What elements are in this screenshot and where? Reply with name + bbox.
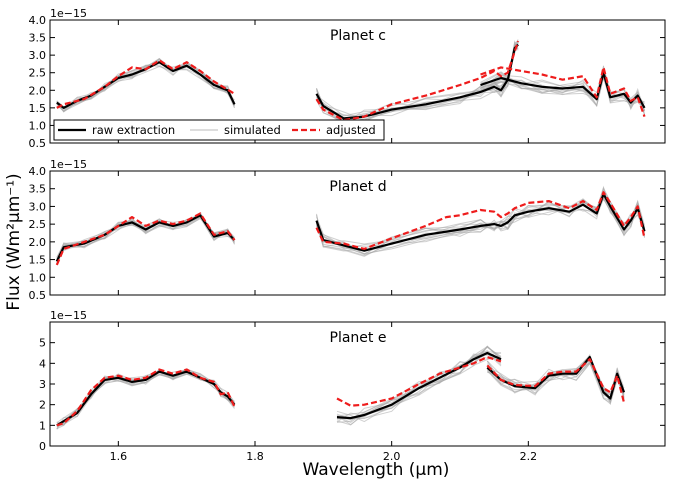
adjusted-line <box>55 212 236 266</box>
legend-adjusted-label: adjusted <box>326 123 376 137</box>
legend-raw-extraction-label: raw extraction <box>92 123 175 137</box>
y-tick-label: 3.0 <box>29 49 47 62</box>
x-tick-label: 1.8 <box>246 450 264 463</box>
adjusted-line <box>336 356 502 407</box>
y-tick-label: 2.0 <box>29 236 47 249</box>
x-tick-label: 1.6 <box>110 450 128 463</box>
exponent-label: 1e−15 <box>50 7 87 20</box>
exponent-label: 1e−15 <box>50 158 87 171</box>
y-tick-label: 3 <box>39 378 46 391</box>
plot-area <box>55 185 646 266</box>
simulated-line <box>56 211 235 263</box>
axes-frame <box>49 170 666 296</box>
simulated-line <box>56 64 235 110</box>
y-tick-label: 2.0 <box>29 84 47 97</box>
raw-extraction-line <box>315 192 646 252</box>
y-tick-label: 4.0 <box>29 14 47 27</box>
y-axis-label: Flux (Wm²μm⁻¹) <box>4 173 24 310</box>
legend-box <box>53 119 385 141</box>
x-axis-label: Wavelength (μm) <box>303 460 450 480</box>
panel-title: Planet d <box>329 179 386 195</box>
y-tick-label: 1 <box>39 419 46 432</box>
y-tick-label: 2.5 <box>29 218 47 231</box>
plot-area <box>56 345 626 430</box>
adjusted-line <box>315 40 520 122</box>
y-tick-label: 1.0 <box>29 119 47 132</box>
y-tick-label: 3.5 <box>29 32 47 45</box>
panel-title: Planet c <box>330 28 386 44</box>
exponent-label: 1e−15 <box>50 309 87 322</box>
y-tick-label: 4.0 <box>29 165 47 178</box>
adjusted-line <box>486 358 626 403</box>
y-tick-label: 2.5 <box>29 67 47 80</box>
adjusted-line <box>56 59 236 109</box>
panel-3: 0 1 2 3 4 5 1.6 1.8 2.0 2.2 1e−15 Planet e <box>39 309 666 463</box>
simulated-line <box>56 216 235 258</box>
adjusted-line <box>56 368 236 427</box>
panel-2: 0.5 1.0 1.5 2.0 2.5 3.0 3.5 4.01e−15 Planet d <box>29 158 666 302</box>
adjusted-line <box>480 66 646 117</box>
axes-frame <box>49 19 666 144</box>
y-tick-label: 4 <box>39 357 46 370</box>
simulated-line <box>56 65 235 113</box>
simulated-line <box>56 213 235 262</box>
simulated-line <box>480 71 645 108</box>
x-tick-label: 2.2 <box>520 450 538 463</box>
legend-simulated-label: simulated <box>224 123 281 137</box>
plot-area <box>56 39 646 126</box>
simulated-line <box>56 216 235 259</box>
raw-extraction-line <box>336 351 502 420</box>
y-tick-label: 5 <box>39 337 46 350</box>
simulated-line <box>316 185 645 248</box>
simulated-line <box>56 214 235 263</box>
panel-title: Planet e <box>330 330 387 346</box>
raw-extraction-line <box>480 71 646 109</box>
y-tick-label: 0.5 <box>29 289 47 302</box>
raw-extraction-line <box>55 214 236 262</box>
y-tick-label: 1.5 <box>29 254 47 267</box>
y-tick-label: 3.5 <box>29 183 47 196</box>
adjusted-line <box>315 191 646 250</box>
y-tick-label: 1.5 <box>29 102 47 115</box>
y-tick-label: 1.0 <box>29 271 47 284</box>
panel-1: 0.5 1.0 1.5 2.0 2.5 3.0 3.5 4.01e−15 Planet c raw… <box>29 7 666 150</box>
y-tick-label: 0 <box>39 440 46 453</box>
y-tick-label: 3.0 <box>29 200 47 213</box>
x-tick-label: 2.0 <box>383 450 401 463</box>
y-tick-label: 0.5 <box>29 137 47 150</box>
y-tick-label: 2 <box>39 399 46 412</box>
legend: raw extraction simulated adjusted <box>53 119 385 141</box>
